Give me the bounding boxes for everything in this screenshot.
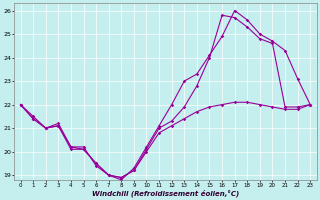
X-axis label: Windchill (Refroidissement éolien,°C): Windchill (Refroidissement éolien,°C) [92, 189, 239, 197]
